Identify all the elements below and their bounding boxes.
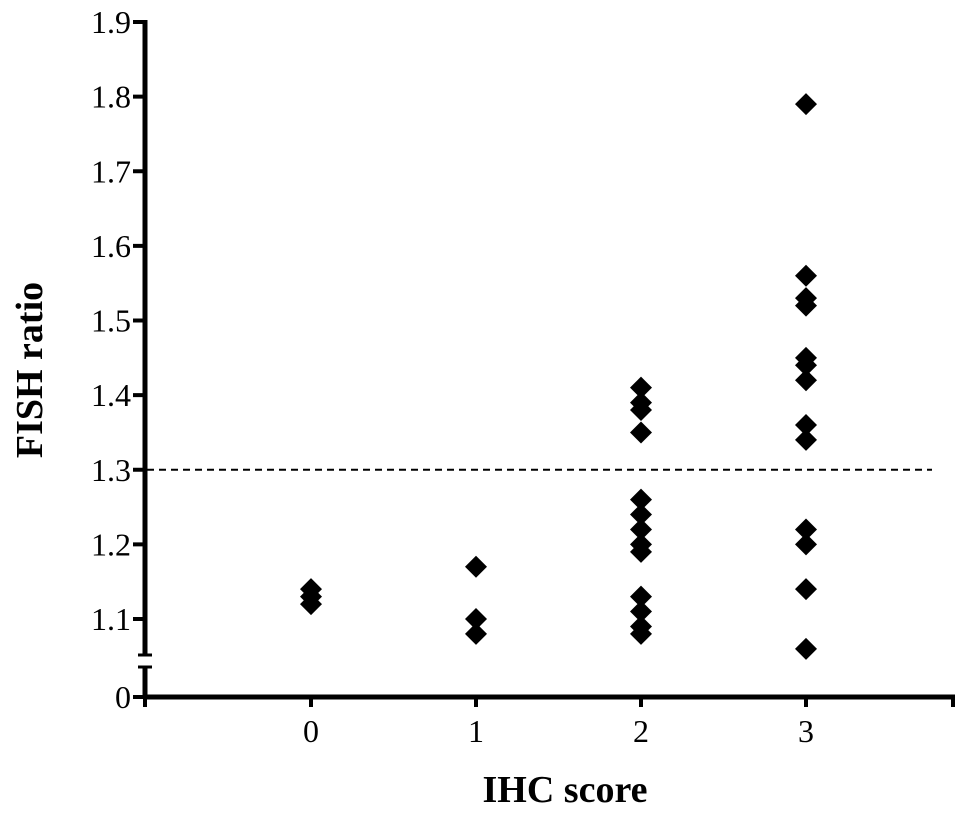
y-tick-label: 1.5 [91, 303, 131, 339]
x-axis-title: IHC score [483, 769, 648, 811]
data-point-diamond [795, 93, 817, 116]
data-point-diamond [795, 354, 817, 377]
x-tick-label: 0 [303, 713, 319, 749]
axes-layer [133, 20, 955, 707]
data-point-diamond [630, 622, 652, 645]
data-point-diamond [795, 413, 817, 436]
data-point-diamond [795, 428, 817, 451]
data-point-diamond [465, 622, 487, 645]
data-point-diamond [630, 503, 652, 526]
y-axis-title: FISH ratio [9, 282, 51, 458]
data-point-diamond [630, 376, 652, 399]
data-point-diamond [630, 540, 652, 563]
data-point-diamond [630, 518, 652, 541]
points-layer [300, 93, 817, 660]
data-point-diamond [630, 399, 652, 422]
y-tick-label: 1.3 [91, 452, 131, 488]
data-point-diamond [630, 600, 652, 623]
data-point-diamond [465, 555, 487, 578]
data-point-diamond [465, 608, 487, 630]
data-point-diamond [795, 533, 817, 556]
y-tick-label: 1.8 [91, 79, 131, 115]
x-tick-label: 3 [798, 713, 814, 749]
data-point-diamond [795, 264, 817, 287]
data-point-diamond [795, 518, 817, 541]
x-tick-label: 1 [468, 713, 484, 749]
x-tick-label: 2 [633, 713, 649, 749]
data-point-diamond [630, 421, 652, 444]
y-tick-label: 0 [115, 679, 131, 715]
y-tick-label: 1.9 [91, 4, 131, 40]
data-point-diamond [795, 294, 817, 317]
data-point-diamond [300, 593, 322, 616]
y-tick-label: 1.1 [91, 601, 131, 637]
data-point-diamond [795, 369, 817, 392]
y-tick-label: 1.6 [91, 228, 131, 264]
data-point-diamond [630, 585, 652, 608]
data-point-diamond [795, 578, 817, 601]
y-tick-label: 1.2 [91, 526, 131, 562]
data-point-diamond [795, 637, 817, 660]
labels-layer: 0 1.1 1.2 1.3 1.4 1.5 1.6 1.7 1.8 1.9 0 1 2 3 [91, 4, 814, 749]
y-tick-label: 1.4 [91, 377, 131, 413]
y-tick-label: 1.7 [91, 153, 131, 189]
data-point-diamond [630, 488, 652, 511]
